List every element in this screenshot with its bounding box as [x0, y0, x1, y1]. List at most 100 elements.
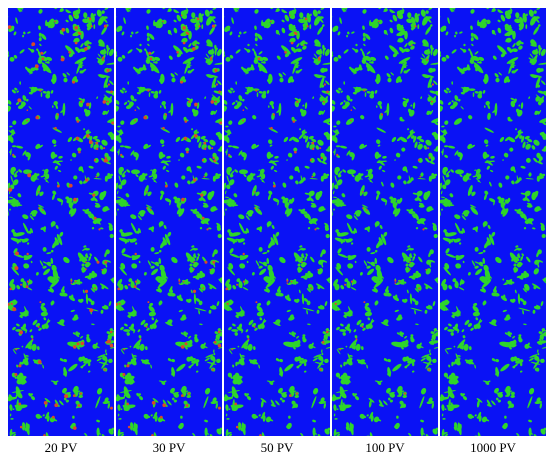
residual-phase — [195, 44, 197, 46]
residual-phase — [77, 404, 81, 407]
residual-phase — [134, 119, 136, 122]
residual-phase — [334, 302, 337, 305]
residual-phase — [319, 147, 322, 150]
residual-phase — [41, 57, 45, 60]
panel — [8, 8, 114, 436]
residual-phase — [12, 307, 17, 312]
residual-phase — [164, 113, 168, 116]
residual-phase — [126, 364, 130, 368]
residual-phase — [184, 342, 188, 346]
residual-phase — [193, 178, 197, 182]
residual-phase — [41, 209, 44, 211]
residual-phase — [218, 90, 221, 94]
residual-phase — [15, 348, 18, 351]
residual-phase — [74, 41, 78, 45]
residual-phase — [70, 282, 73, 285]
residual-phase — [72, 14, 75, 17]
residual-phase — [56, 184, 60, 188]
residual-phase — [193, 261, 195, 263]
residual-phase — [54, 126, 57, 130]
residual-phase — [363, 301, 366, 304]
residual-phase — [355, 338, 358, 341]
residual-phase — [164, 184, 168, 188]
residual-phase — [68, 183, 73, 188]
residual-phase — [128, 283, 131, 286]
residual-phase — [398, 280, 401, 283]
residual-phase — [225, 287, 228, 291]
residual-phase — [102, 100, 107, 104]
residual-phase — [226, 302, 229, 305]
residual-phase — [27, 173, 32, 178]
residual-phase — [94, 287, 96, 290]
residual-phase — [311, 141, 315, 145]
residual-phase — [211, 24, 216, 28]
residual-phase — [103, 24, 108, 28]
residual-phase — [212, 156, 215, 159]
residual-phase — [56, 113, 60, 116]
residual-phase — [8, 303, 10, 306]
residual-phase — [145, 326, 148, 328]
residual-phase — [26, 280, 29, 283]
residual-phase — [411, 44, 413, 46]
residual-phase — [73, 394, 76, 397]
residual-phase — [192, 289, 197, 293]
residual-phase — [272, 113, 276, 116]
residual-phase — [214, 68, 218, 73]
residual-phase — [185, 404, 189, 407]
residual-phase — [26, 119, 28, 122]
residual-phase — [127, 425, 131, 429]
residual-phase — [39, 89, 42, 92]
residual-phase — [12, 153, 15, 156]
residual-phase — [102, 58, 104, 61]
residual-phase — [8, 187, 13, 192]
residual-phase — [39, 301, 42, 304]
residual-phase — [80, 100, 83, 103]
residual-phase — [211, 147, 214, 150]
residual-phase — [380, 113, 384, 116]
residual-phase — [181, 197, 185, 202]
panel-label: 30 PV — [153, 440, 186, 455]
residual-phase — [339, 348, 342, 351]
residual-phase — [90, 25, 93, 28]
residual-phase — [54, 20, 56, 23]
residual-phase — [219, 121, 222, 125]
residual-phase — [312, 147, 315, 151]
residual-phase — [361, 191, 364, 193]
residual-phase — [110, 406, 113, 410]
residual-phase — [106, 100, 109, 103]
residual-phase — [34, 64, 39, 69]
residual-phase — [194, 134, 198, 138]
residual-phase — [204, 260, 208, 264]
residual-phase — [182, 41, 186, 45]
residual-phase — [86, 102, 90, 107]
residual-phase — [109, 330, 113, 334]
residual-phase — [37, 360, 42, 364]
residual-phase — [215, 83, 218, 86]
residual-phase — [111, 121, 114, 125]
residual-phase — [192, 47, 196, 51]
residual-phase — [290, 280, 293, 283]
residual-phase — [196, 17, 200, 21]
residual-phase — [73, 197, 77, 202]
residual-phase — [92, 193, 96, 197]
residual-phase — [210, 58, 212, 61]
residual-phase — [319, 368, 322, 371]
residual-phase — [234, 402, 237, 406]
residual-phase — [426, 58, 428, 61]
residual-phase — [242, 280, 245, 283]
residual-phase — [417, 159, 420, 162]
residual-phase — [257, 57, 261, 60]
residual-phase — [213, 159, 217, 163]
residual-phase — [126, 402, 129, 406]
residual-phase — [193, 268, 195, 271]
residual-phase — [68, 51, 71, 54]
residual-phase — [286, 279, 289, 282]
residual-phase — [200, 193, 204, 197]
residual-phase — [93, 216, 97, 220]
residual-phase — [255, 301, 258, 304]
residual-phase — [314, 228, 317, 231]
residual-phase — [60, 57, 65, 62]
residual-phase — [37, 191, 40, 193]
residual-phase — [151, 401, 156, 405]
residual-phase — [257, 209, 260, 211]
